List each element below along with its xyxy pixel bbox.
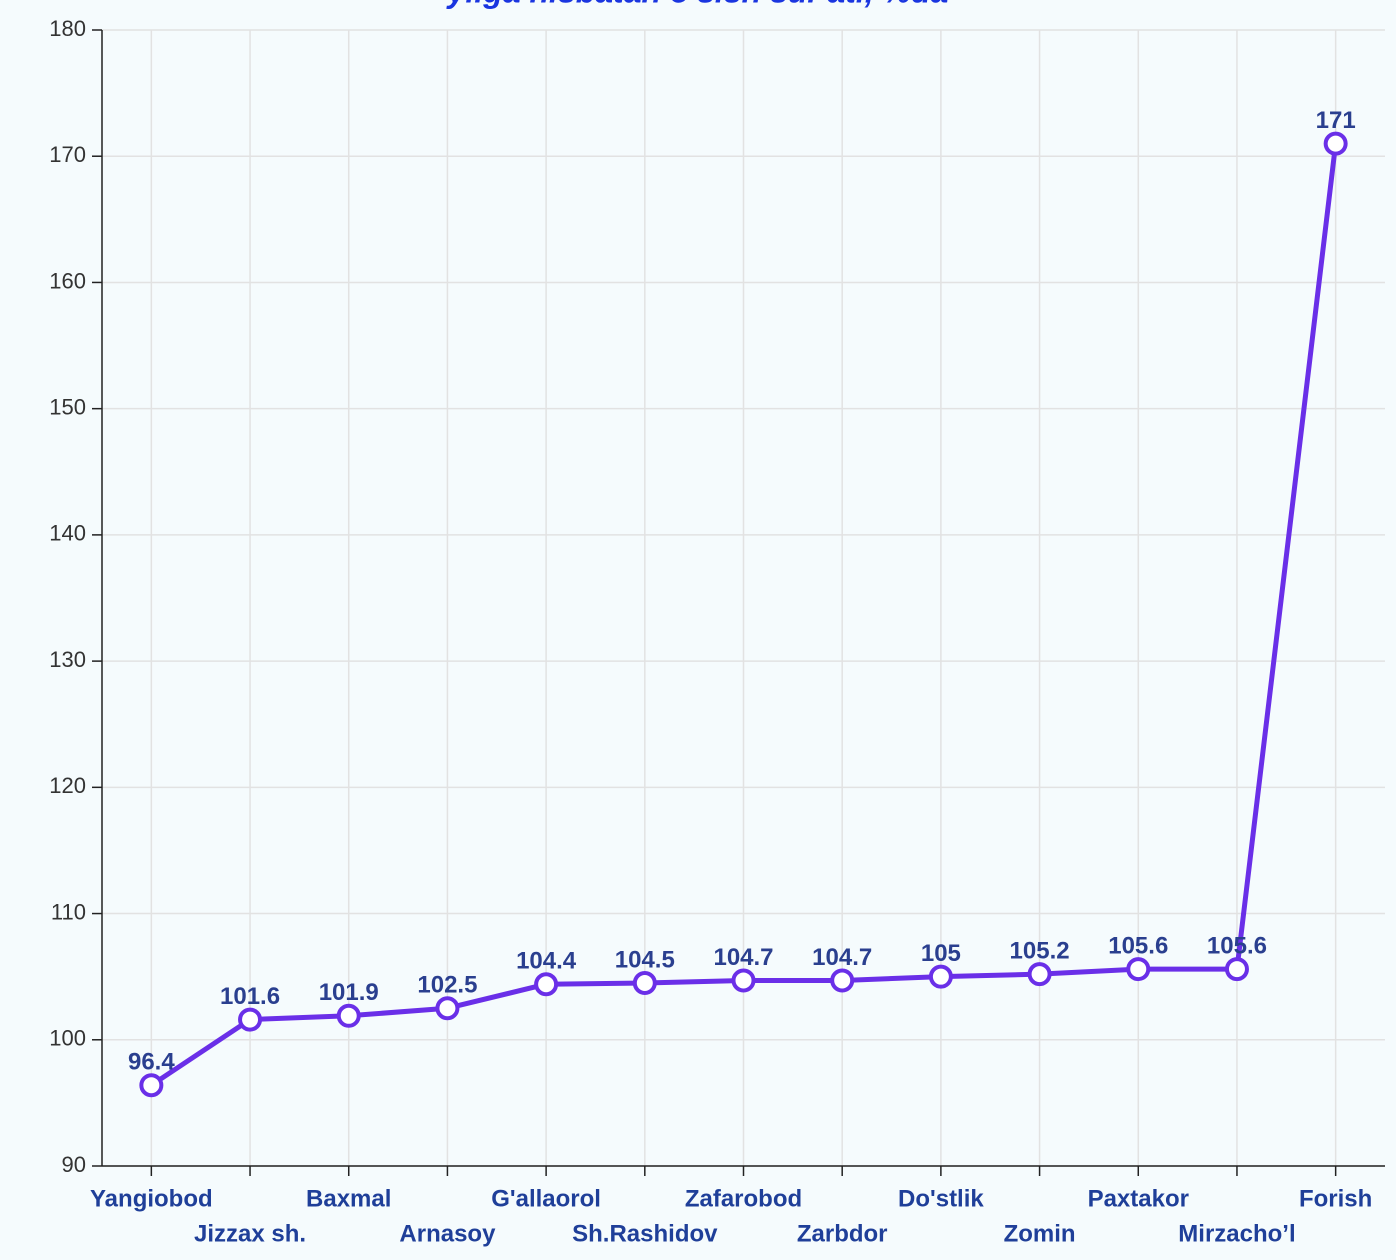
- point: [139, 1073, 164, 1098]
- point: [928, 964, 953, 989]
- x-tick-label: Paxtakor: [1088, 1185, 1189, 1212]
- x-tick-label: Do'stlik: [898, 1185, 984, 1212]
- data-label: 105.6: [1207, 932, 1267, 959]
- y-tick-label: 120: [49, 773, 86, 798]
- data-label: 96.4: [128, 1049, 175, 1076]
- y-tick-label: 100: [49, 1026, 86, 1051]
- x-tick-label: G'allaorol: [491, 1185, 601, 1212]
- y-tick-label: 160: [49, 268, 86, 293]
- x-tick-label: Forish: [1299, 1185, 1372, 1212]
- data-label: 171: [1316, 107, 1356, 134]
- y-tick-label: 150: [49, 394, 86, 419]
- point: [435, 996, 460, 1021]
- point: [238, 1007, 263, 1032]
- y-tick-label: 110: [51, 899, 86, 924]
- point: [1323, 131, 1348, 156]
- data-label: 104.7: [713, 944, 773, 971]
- point: [1027, 962, 1052, 987]
- x-tick-label: Zarbdor: [797, 1220, 888, 1247]
- y-tick-label: 170: [49, 142, 86, 167]
- point: [534, 972, 559, 997]
- data-label: 105.6: [1108, 932, 1168, 959]
- data-label: 105: [921, 940, 961, 967]
- point: [1224, 957, 1249, 982]
- data-label: 105.2: [1010, 937, 1070, 964]
- x-tick-label: Sh.Rashidov: [572, 1220, 718, 1247]
- point: [830, 968, 855, 993]
- x-tick-label: Baxmal: [306, 1185, 391, 1212]
- y-tick-label: 180: [49, 16, 86, 41]
- x-tick-label: Zomin: [1004, 1220, 1076, 1247]
- x-tick-label: Mirzacho’l: [1178, 1220, 1295, 1247]
- x-tick-label: Jizzax sh.: [194, 1220, 306, 1247]
- data-label: 104.5: [615, 946, 675, 973]
- data-label: 102.5: [417, 972, 477, 999]
- data-label: 101.6: [220, 983, 280, 1010]
- x-tick-label: Zafarobod: [685, 1185, 802, 1212]
- x-tick-label: Arnasoy: [399, 1220, 496, 1247]
- data-label: 104.4: [516, 948, 577, 975]
- point: [336, 1003, 361, 1028]
- y-tick-label: 140: [49, 521, 86, 546]
- y-tick-label: 130: [49, 647, 86, 672]
- point: [1126, 957, 1151, 982]
- data-label: 104.7: [812, 944, 872, 971]
- x-tick-label: Yangiobod: [90, 1185, 213, 1212]
- point: [632, 970, 657, 995]
- point: [731, 968, 756, 993]
- data-label: 101.9: [319, 979, 379, 1006]
- y-tick-label: 90: [62, 1152, 86, 1177]
- chart-title: yilga nisbatan o'sish sur'ati, %da: [446, 0, 949, 9]
